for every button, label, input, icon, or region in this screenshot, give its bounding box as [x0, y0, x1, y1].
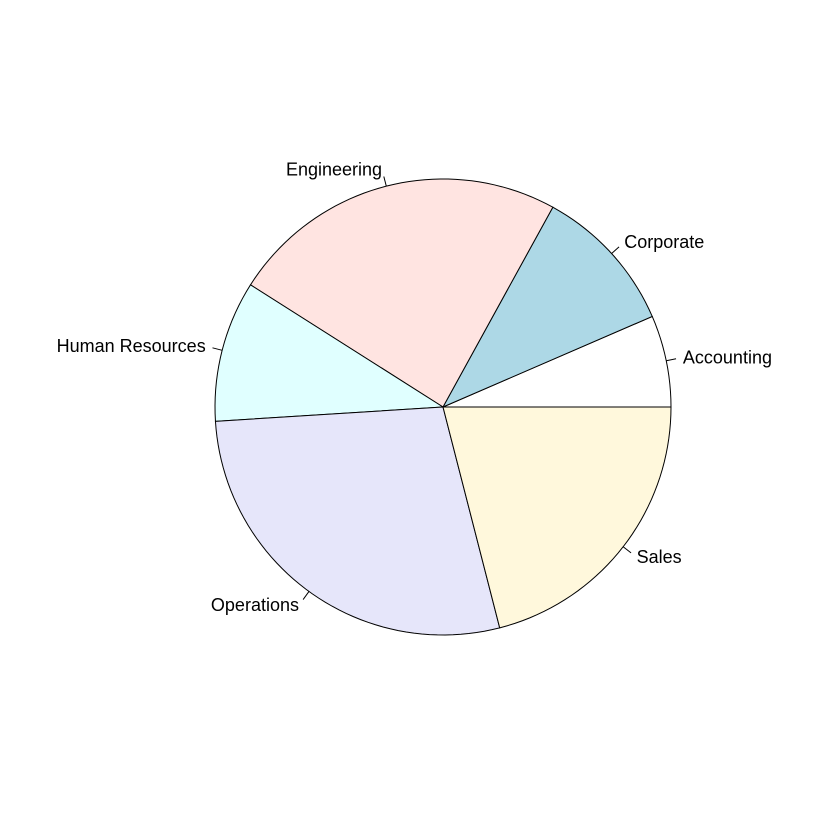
pie-label-tick	[303, 591, 309, 599]
pie-label: Human Resources	[57, 336, 206, 356]
pie-label: Accounting	[683, 347, 772, 367]
pie-label: Operations	[211, 595, 299, 615]
pie-label-tick	[212, 348, 222, 350]
pie-label-tick	[612, 247, 619, 254]
pie-label-tick	[623, 547, 631, 553]
pie-label: Corporate	[624, 232, 704, 252]
pie-slices	[215, 179, 671, 635]
pie-label-tick	[666, 359, 676, 361]
pie-label: Engineering	[286, 160, 382, 180]
pie-label-tick	[384, 176, 386, 186]
pie-label: Sales	[637, 547, 682, 567]
